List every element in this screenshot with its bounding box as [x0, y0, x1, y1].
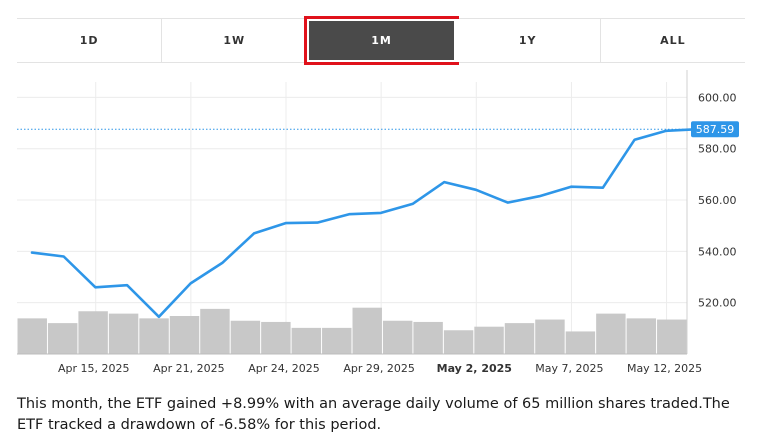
volume-bar [291, 327, 322, 354]
x-tick-label: Apr 21, 2025 [153, 362, 225, 375]
volume-bar [413, 321, 443, 354]
volume-bar [78, 311, 108, 354]
volume-bar [443, 330, 474, 354]
volume-bar [17, 318, 47, 354]
last-price-label: 587.59 [696, 123, 735, 136]
tab-all[interactable]: ALL [600, 19, 746, 62]
volume-bar [382, 320, 413, 354]
volume-bar [139, 318, 169, 354]
x-tick-label: May 7, 2025 [535, 362, 603, 375]
price-line [30, 127, 700, 319]
volume-bar [474, 326, 504, 354]
tab-1m[interactable]: 1M [304, 16, 459, 65]
volume-bar [565, 331, 596, 354]
last-price-tag [691, 121, 739, 138]
x-tick-label: Apr 29, 2025 [343, 362, 415, 375]
x-tick-label: Apr 24, 2025 [248, 362, 320, 375]
volume-bar [322, 327, 352, 354]
volume-bar [230, 320, 261, 354]
volume-bar [626, 318, 657, 354]
y-tick-label: 560.00 [698, 194, 737, 207]
y-tick-label: 540.00 [698, 245, 737, 258]
volume-bar [596, 313, 626, 354]
volume-bar [47, 323, 78, 354]
tab-1w[interactable]: 1W [162, 19, 308, 62]
performance-caption: This month, the ETF gained +8.99% with a… [17, 396, 730, 433]
x-tick-label: May 12, 2025 [627, 362, 702, 375]
volume-bar [657, 319, 687, 354]
y-tick-label: 600.00 [698, 91, 737, 104]
price-chart[interactable]: 600.00 580.00 560.00 540.00 520.00 587.59 Apr … [0, 0, 757, 390]
y-tick-label: 580.00 [698, 143, 737, 156]
range-selector: 1D 1W 1M 1Y ALL [17, 16, 746, 65]
volume-bar [200, 308, 230, 354]
volume-bar [108, 313, 139, 354]
volume-bar [535, 319, 565, 354]
tab-1y[interactable]: 1Y [455, 19, 601, 62]
volume-bar [261, 321, 291, 354]
x-tick-label: May 2, 2025 [437, 362, 512, 375]
x-tick-label: Apr 15, 2025 [58, 362, 130, 375]
volume-bar [169, 316, 200, 354]
volume-bar [504, 323, 535, 354]
tab-1d[interactable]: 1D [17, 19, 163, 62]
volume-bar [352, 307, 382, 354]
y-tick-label: 520.00 [698, 297, 737, 310]
